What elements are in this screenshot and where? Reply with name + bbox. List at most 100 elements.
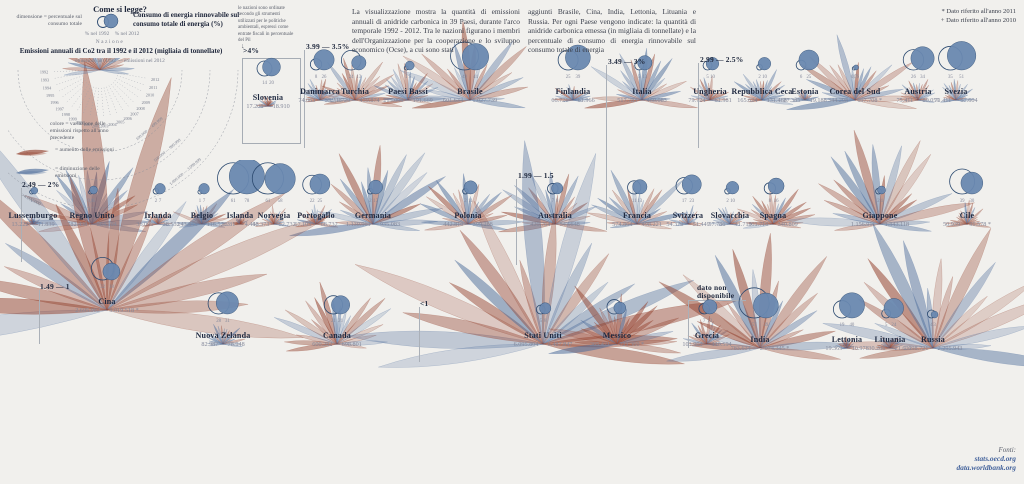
decrease-feather-icon	[16, 168, 49, 175]
renewable-2012-value: 5	[409, 75, 412, 80]
circle-2012	[930, 310, 939, 319]
renewable-2012-value: 78	[244, 199, 249, 204]
country-emissions-values: 2.695.982 — 9.019.518 *	[75, 307, 139, 314]
year-spoke	[110, 84, 130, 108]
legend-emissions-sub: emissioni nel 1992 — emissioni nel 2012	[75, 58, 165, 64]
circle-2012	[368, 179, 383, 195]
circle-2012	[725, 181, 739, 195]
country-block: 5 10 Ungheria 79.724 — 61.981	[650, 36, 770, 105]
renewable-1992-value: 5	[540, 319, 543, 324]
country-name: Germania	[354, 211, 392, 220]
circle-2012	[405, 60, 415, 71]
country-block: 32 18 Cina 2.695.982 — 9.019.518 *	[47, 246, 167, 315]
circle-2012	[351, 55, 367, 71]
emissions-fan	[295, 204, 338, 228]
legend-renewable-label: Consumo di energia rinnovabile sul consu…	[133, 11, 240, 28]
country-name: Nuova Zelanda	[195, 331, 251, 340]
country-block: 19 40 Lettonia 19.369 — 10.978	[787, 284, 907, 353]
country-block: 26 34 Austria 75.411 — 80.059	[858, 36, 978, 105]
country-name: Slovenia	[252, 93, 284, 102]
increase-feather-icon	[16, 149, 49, 156]
country-emissions-values: 517.783 — 460.083	[617, 97, 667, 104]
country-emissions-values: 74.063 — 53.218	[298, 97, 342, 104]
year-label: 2003	[100, 123, 108, 128]
year-label: 1996	[50, 100, 58, 105]
renewable-2012-value: 34	[920, 75, 925, 80]
circle-2012	[877, 185, 886, 195]
emissions-fan	[822, 222, 1024, 367]
country-block: 8 16 Spagna 301.710 — 340.809	[713, 160, 833, 229]
country-block: 2 4 Giappone 1.156.911 — 1.343.118	[820, 160, 940, 229]
renewable-1992-value: 7	[703, 319, 706, 324]
circle-2012	[461, 43, 489, 71]
year-spoke	[101, 87, 104, 118]
fonti-link-oecd[interactable]: stats.oecd.org	[974, 454, 1016, 463]
footnote-2011: * Dato riferito all'anno 2011	[941, 8, 1016, 15]
emissions-fan	[898, 79, 936, 103]
renewable-2012-value: 1,6	[853, 75, 860, 80]
country-emissions-values: 3.281 — 4.468	[221, 221, 259, 228]
group-bracket-line	[688, 300, 689, 348]
renewable-2012-value: 8	[544, 319, 547, 324]
country-emissions-values: 143.855 — 116.520	[177, 221, 227, 228]
group-bracket-line	[304, 50, 305, 148]
country-name: Grecia	[694, 331, 720, 340]
country-emissions-values: 783.634 — 2.074.345 *	[730, 345, 790, 352]
renewable-circles: 19 40	[832, 292, 865, 328]
circle-2012	[216, 291, 239, 315]
renewable-circles: 2 10	[724, 181, 739, 204]
country-emissions-values: 1.130.961 — 935.083	[345, 221, 401, 228]
renewable-circles: 5 10	[702, 57, 719, 80]
emissions-fan	[142, 212, 173, 227]
renewable-circles: 0,84	[87, 185, 98, 204]
fonti-link-worldbank[interactable]: data.worldbank.org	[956, 463, 1016, 472]
legend-dimension-note: dimensione = percentuale sul consumo tot…	[16, 14, 82, 27]
renewable-1992-value: 11	[632, 199, 637, 204]
country-name: Polonia	[454, 211, 482, 220]
group-header: 2.49 — 2%	[22, 180, 60, 189]
renewable-1992-value: 2	[464, 199, 467, 204]
renewable-circles: 5 13	[634, 55, 653, 80]
renewable-1992-value: 2	[877, 199, 880, 204]
group-header: >4%	[243, 46, 260, 55]
renewable-2012-value: 25	[807, 75, 812, 80]
renewable-1992-value: 2	[155, 199, 158, 204]
circle-2012	[264, 163, 296, 195]
emissions-fan	[733, 69, 794, 105]
renewable-circles: 5 24	[881, 298, 904, 328]
country-block: 57 39 India 783.634 — 2.074.345 *	[700, 284, 820, 353]
emissions-fan	[786, 34, 919, 110]
circle-2012	[910, 46, 935, 71]
renewable-1992-value: 26	[911, 75, 916, 80]
emissions-fan	[786, 130, 975, 232]
circle-2012	[262, 57, 281, 77]
country-emissions-values: 211.729 — 439.874	[330, 97, 380, 104]
country-name: Svezia	[944, 87, 968, 96]
emissions-fan	[309, 58, 403, 107]
fonti-label: Fonti:	[998, 446, 1017, 454]
renewable-1992-value: 17	[682, 199, 687, 204]
group-bracket-line	[419, 307, 420, 362]
circle-2012	[565, 44, 591, 71]
year-label: 2012	[151, 77, 159, 82]
renewable-circles: 32 18	[90, 256, 121, 290]
country-name: Lettonia	[831, 335, 863, 344]
country-name: Australia	[538, 211, 572, 220]
magnitude-arc	[17, 69, 183, 153]
renewable-1992-value: 19	[840, 323, 845, 328]
group-header: 1.99 — 1.5	[518, 171, 554, 180]
renewable-2012-value: 23	[689, 199, 694, 204]
renewable-2012-value: 39	[763, 323, 768, 328]
year-spoke	[114, 80, 140, 98]
country-block: 28 31 Nuova Zelanda 82.987 — 78.948	[163, 280, 283, 349]
renewable-2012-value: 3	[33, 199, 36, 204]
country-emissions-values: 36.096 — 38.532	[136, 221, 180, 228]
year-label: 1993	[41, 78, 49, 83]
year-label: 2005	[116, 120, 124, 125]
group-header: 2.99 — 2.5%	[700, 55, 744, 64]
country-name: Islanda	[226, 211, 254, 220]
group-header: 3.49 — 3%	[608, 57, 646, 66]
renewable-1992-value: 21	[331, 319, 336, 324]
